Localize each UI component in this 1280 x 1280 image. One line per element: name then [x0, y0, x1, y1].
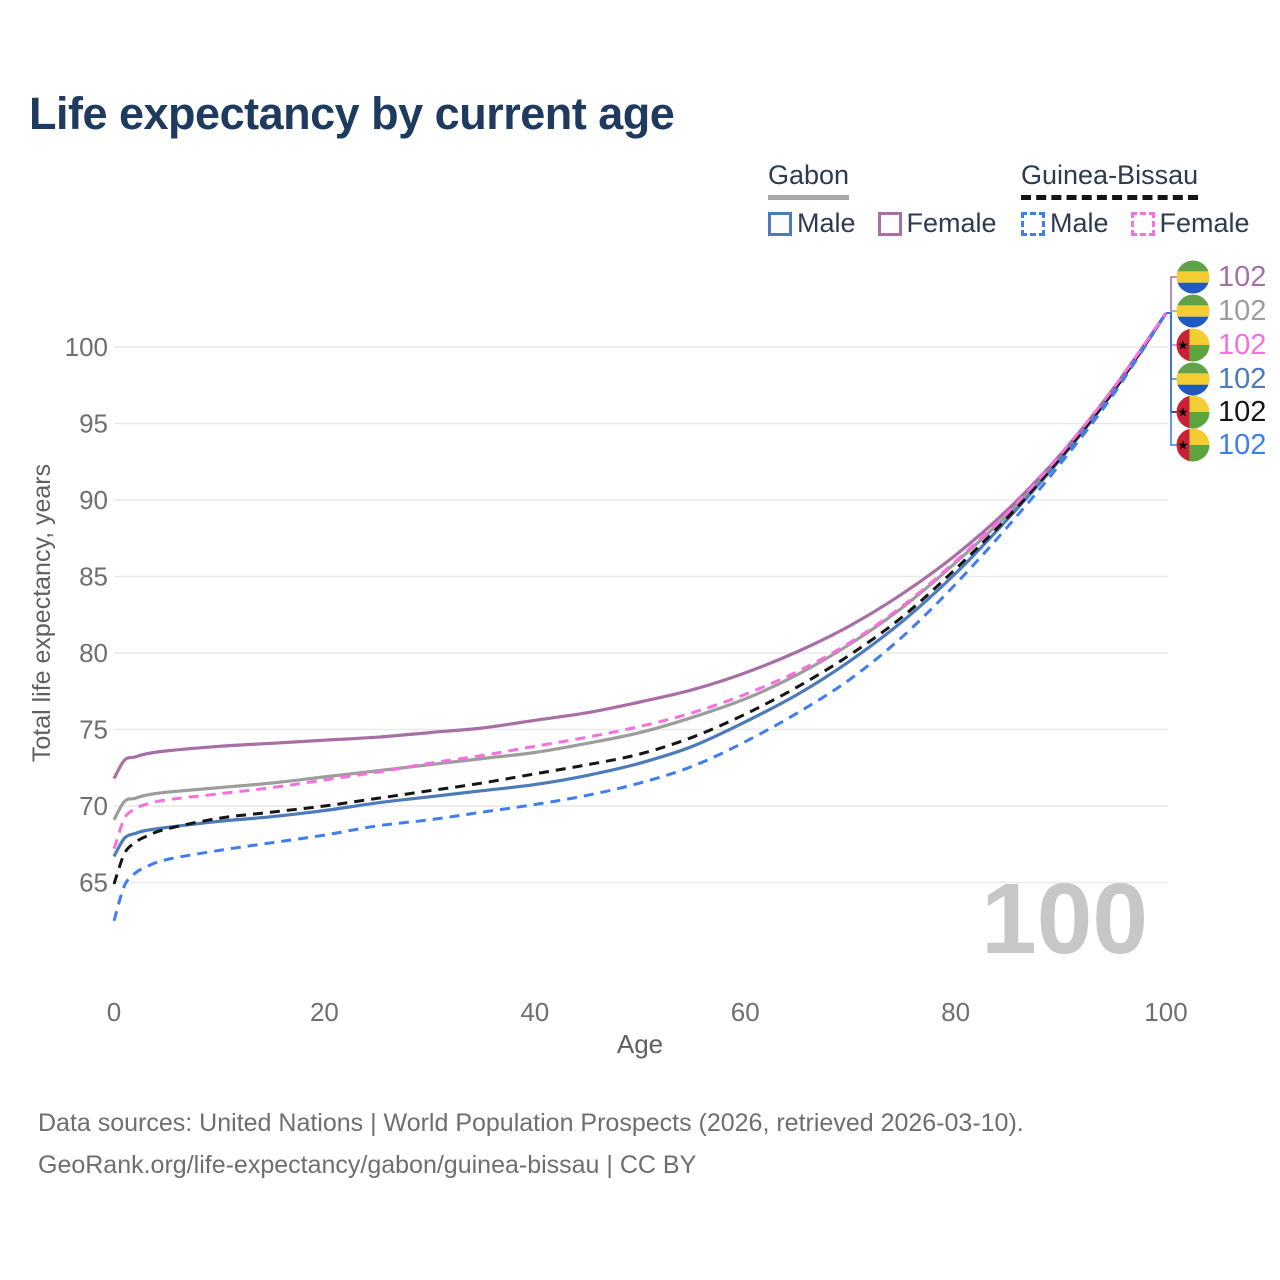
y-tick-85: 85	[79, 562, 108, 592]
legend-swatch-gabon-male-icon[interactable]	[768, 211, 792, 236]
x-tick-80: 80	[941, 997, 970, 1027]
end-label-guinea-bissau-both: ★ 102	[1176, 395, 1266, 429]
svg-text:★: ★	[1177, 438, 1189, 453]
legend-country-gabon[interactable]: Gabon	[768, 160, 850, 200]
legend-row-gabon: Male Female	[768, 208, 997, 239]
guinea-bissau-flag-icon: ★	[1176, 428, 1210, 462]
end-label-gabon-both: 102	[1176, 294, 1266, 328]
x-tick-20: 20	[310, 997, 339, 1027]
series-line-gabon-female[interactable]	[112, 312, 1168, 780]
end-label-connector-guinea-bissau-male	[1166, 312, 1177, 446]
footer-attribution[interactable]: GeoRank.org/life-expectancy/gabon/guinea…	[38, 1151, 697, 1179]
y-tick-75: 75	[79, 715, 108, 745]
legend-swatch-guinea-bissau-male-icon[interactable]	[1021, 211, 1045, 236]
gabon-flag-icon	[1176, 294, 1210, 328]
end-label-guinea-bissau-male: ★ 102	[1176, 428, 1266, 462]
legend-label-gabon-female[interactable]: Female	[906, 208, 997, 238]
legend-item-gabon-female: Female	[877, 208, 997, 239]
y-tick-90: 90	[79, 485, 108, 515]
end-label-guinea-bissau-female: ★ 102	[1176, 328, 1266, 362]
x-tick-100: 100	[1144, 997, 1187, 1027]
legend-item-guinea-bissau-female: Female	[1130, 208, 1250, 239]
x-axis-title: Age	[616, 1029, 664, 1059]
end-label-value-gabon-male: 102	[1218, 363, 1267, 395]
footer-data-sources: Data sources: United Nations | World Pop…	[38, 1109, 1024, 1137]
guinea-bissau-flag-icon: ★	[1176, 328, 1210, 362]
legend-country-guinea-bissau[interactable]: Guinea-Bissau	[1021, 160, 1199, 200]
y-tick-65: 65	[79, 868, 108, 898]
legend-label-gabon-male[interactable]: Male	[797, 208, 856, 238]
gabon-flag-icon	[1176, 362, 1210, 396]
end-label-value-gabon-female: 102	[1218, 261, 1267, 293]
y-tick-100: 100	[65, 332, 108, 362]
legend-swatch-guinea-bissau-female-icon[interactable]	[1130, 211, 1155, 236]
end-label-value-gabon-both: 102	[1218, 295, 1267, 327]
end-label-value-guinea-bissau-both: 102	[1218, 396, 1267, 428]
x-tick-40: 40	[520, 997, 549, 1027]
legend-label-guinea-bissau-male[interactable]: Male	[1050, 208, 1109, 238]
footer: Data sources: United Nations | World Pop…	[38, 1102, 1024, 1186]
page-title: Life expectancy by current age	[29, 88, 675, 139]
series-line-guinea-bissau-male[interactable]	[112, 312, 1168, 922]
legend-group-gabon: Gabon Male Female	[768, 160, 997, 239]
series-line-guinea-bissau-female[interactable]	[112, 312, 1168, 850]
y-tick-70: 70	[79, 791, 108, 821]
svg-text:★: ★	[1177, 405, 1189, 420]
legend-row-guinea-bissau: Male Female	[1021, 208, 1250, 239]
series-line-gabon-male[interactable]	[112, 312, 1168, 858]
end-label-value-guinea-bissau-female: 102	[1218, 329, 1267, 361]
legend-group-guinea-bissau: Guinea-Bissau Male Female	[1021, 160, 1250, 239]
end-label-gabon-male: 102	[1176, 362, 1266, 396]
y-tick-95: 95	[79, 409, 108, 439]
x-tick-0: 0	[107, 997, 121, 1027]
end-label-value-guinea-bissau-male: 102	[1218, 429, 1267, 461]
guinea-bissau-flag-icon: ★	[1176, 395, 1210, 429]
y-axis-title: Total life expectancy, years	[28, 463, 56, 763]
svg-text:★: ★	[1177, 338, 1189, 353]
gabon-flag-icon	[1176, 260, 1210, 294]
legend-label-guinea-bissau-female[interactable]: Female	[1159, 208, 1250, 238]
x-tick-60: 60	[731, 997, 760, 1027]
legend-swatch-gabon-female-icon[interactable]	[877, 211, 902, 236]
y-tick-80: 80	[79, 638, 108, 668]
end-label-gabon-female: 102	[1176, 260, 1266, 294]
series-line-guinea-bissau-both[interactable]	[112, 312, 1168, 885]
age-counter-watermark: 100	[981, 863, 1148, 975]
